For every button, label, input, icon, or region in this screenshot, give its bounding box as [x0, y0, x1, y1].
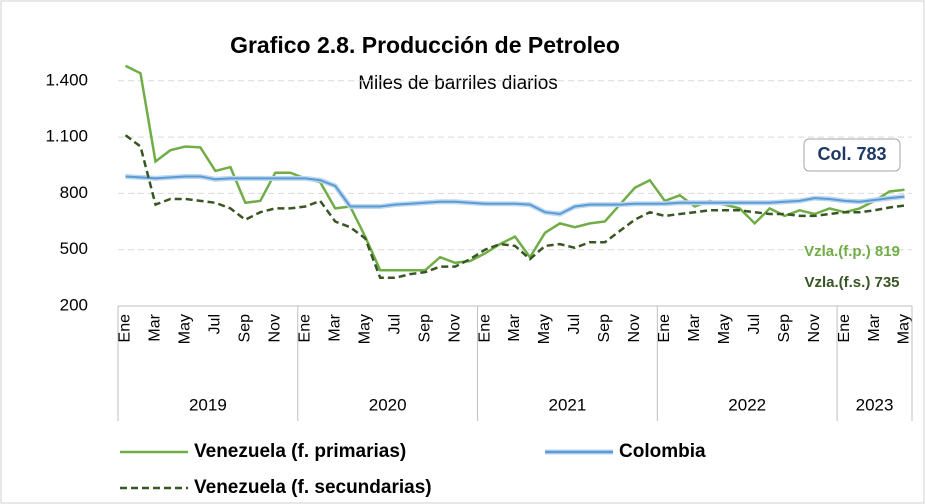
- x-tick-label: Sep: [776, 314, 793, 343]
- annotation: Vzla.(f.p.) 819: [804, 243, 900, 260]
- x-tick-label: Jul: [566, 314, 583, 334]
- x-tick-label: May: [896, 314, 913, 344]
- legend-label: Venezuela (f. primarias): [194, 441, 406, 462]
- x-tick-label: Ene: [296, 314, 313, 343]
- x-tick-label: Ene: [476, 314, 493, 343]
- x-tick-label: Mar: [686, 313, 703, 341]
- y-tick-label: 1.100: [45, 127, 88, 146]
- x-tick-label: Nov: [626, 314, 643, 342]
- x-tick-label: Ene: [836, 314, 853, 343]
- x-tick-label: Mar: [866, 313, 883, 341]
- x-tick-label: Sep: [596, 314, 613, 343]
- legend-label: Venezuela (f. secundarias): [194, 477, 432, 498]
- chart-subtitle: Miles de barriles diarios: [358, 73, 558, 94]
- x-tick-label: Ene: [117, 314, 134, 343]
- year-label: 2021: [549, 395, 587, 414]
- series-line: [124, 134, 905, 280]
- x-tick-label: Nov: [806, 314, 823, 342]
- y-tick-label: 500: [60, 239, 88, 258]
- x-tick-label: May: [716, 314, 733, 344]
- year-label: 2023: [856, 395, 894, 414]
- x-tick-label: May: [536, 314, 553, 344]
- x-tick-label: May: [177, 314, 194, 344]
- year-label: 2019: [189, 395, 227, 414]
- series-line: [124, 64, 905, 272]
- x-tick-label: Sep: [237, 314, 254, 343]
- x-tick-label: Nov: [446, 314, 463, 342]
- y-tick-label: 200: [60, 295, 88, 314]
- x-tick-label: Ene: [656, 314, 673, 343]
- y-tick-label: 800: [60, 183, 88, 202]
- annotation: Vzla.(f.s.) 735: [804, 274, 899, 291]
- x-tick-label: Jul: [207, 314, 224, 334]
- x-tick-label: May: [356, 314, 373, 344]
- x-tick-label: Jul: [386, 314, 403, 334]
- year-label: 2020: [369, 395, 407, 414]
- annotation-box: [803, 138, 901, 172]
- legend-label: Colombia: [619, 441, 706, 462]
- x-tick-label: Mar: [326, 313, 343, 341]
- annotation: Col. 783: [817, 144, 886, 164]
- series-line: [125, 175, 905, 216]
- year-label: 2022: [728, 395, 766, 414]
- chart-title: Grafico 2.8. Producción de Petroleo: [230, 32, 620, 58]
- x-tick-label: Sep: [416, 314, 433, 343]
- x-tick-label: Nov: [267, 314, 284, 342]
- y-tick-label: 1.400: [45, 70, 88, 89]
- x-tick-label: Mar: [506, 313, 523, 341]
- x-tick-label: Jul: [746, 314, 763, 334]
- x-tick-label: Mar: [147, 313, 164, 341]
